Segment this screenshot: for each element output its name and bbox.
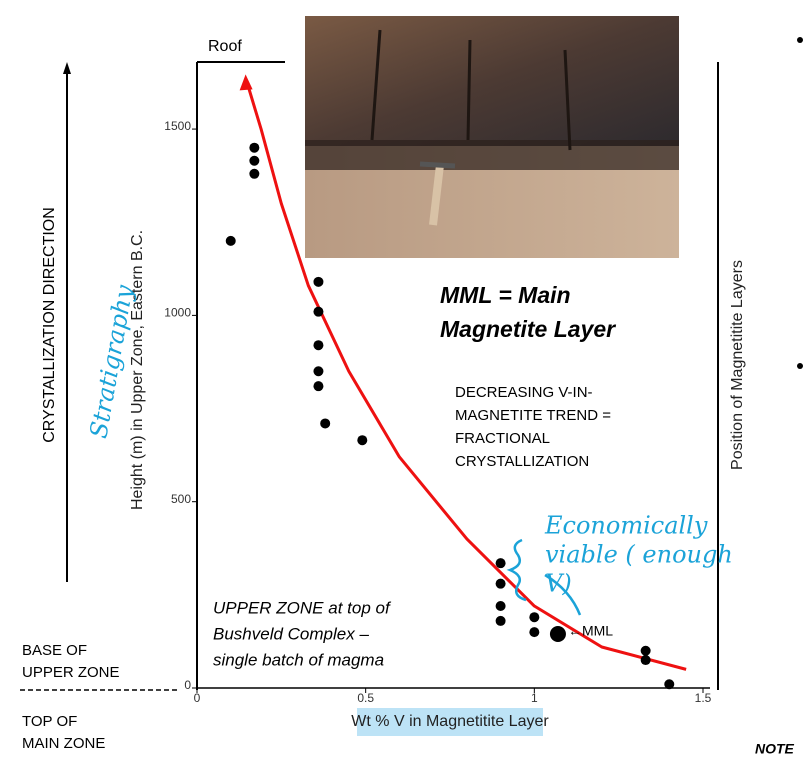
plot <box>196 61 719 690</box>
data-point <box>249 168 260 179</box>
data-point <box>225 235 236 246</box>
handwritten-arrow <box>544 573 582 616</box>
trend-arrowhead <box>239 74 253 91</box>
y-axis-label: Height (m) in Upper Zone, Eastern B.C. <box>129 230 146 510</box>
data-point <box>313 381 324 392</box>
y-tick-label: 0 <box>184 678 191 692</box>
data-point <box>529 612 540 623</box>
handwritten-brace <box>506 538 527 602</box>
direction-label: CRYSTALLIZATION DIRECTION <box>41 207 58 443</box>
mml-title: Magnetite Layer <box>440 316 616 342</box>
trend-line <box>246 83 687 671</box>
data-point <box>529 627 540 638</box>
trend-note: FRACTIONAL <box>455 430 550 447</box>
data-point <box>664 679 675 690</box>
mml-point <box>549 625 566 642</box>
data-point <box>313 306 324 317</box>
data-point <box>249 155 260 166</box>
bullet <box>797 37 803 43</box>
handwritten-note: viable ( enough <box>545 541 733 569</box>
upper-zone-note: Bushveld Complex – <box>213 624 369 643</box>
zone-label: TOP OF <box>22 713 77 730</box>
x-tick-label: 1 <box>531 691 538 705</box>
upper-zone-note: single batch of magma <box>213 650 384 669</box>
y-tick-label: 1500 <box>164 119 191 133</box>
x-tick-label: 0 <box>194 691 201 705</box>
photo <box>305 16 679 258</box>
trend-note: DECREASING V-IN- <box>455 384 593 401</box>
x-tick-label: 1.5 <box>695 691 712 705</box>
note: NOTE <box>755 741 795 757</box>
zone-label: BASE OF <box>22 642 87 659</box>
y-tick-label: 1000 <box>164 306 191 320</box>
data-point <box>249 142 260 153</box>
data-point <box>495 601 506 612</box>
data-point <box>313 340 324 351</box>
trend-note: CRYSTALLIZATION <box>455 453 589 470</box>
highlight <box>357 708 543 736</box>
data-point <box>495 558 506 569</box>
handwritten-note: Economically <box>544 512 708 540</box>
roof-label: Roof <box>208 38 242 55</box>
mml-label: ←MML <box>568 623 613 639</box>
data-point <box>495 615 506 626</box>
zone-label: MAIN ZONE <box>22 735 105 752</box>
y-tick-label: 500 <box>171 492 191 506</box>
x-axis-label: Wt % V in Magnetitite Layer <box>351 713 549 730</box>
data-point <box>357 435 368 446</box>
zone-label: UPPER ZONE <box>22 664 120 681</box>
data-point <box>495 578 506 589</box>
arrowhead <box>63 62 71 74</box>
x-tick-label: 0.5 <box>357 691 374 705</box>
data-point <box>640 655 651 666</box>
data-point <box>313 276 324 287</box>
upper-zone-note: UPPER ZONE at top of <box>213 598 392 617</box>
trend-note: MAGNETITE TREND = <box>455 407 611 424</box>
mml-title: MML = Main <box>440 282 571 308</box>
right-axis-label: Position of Magnetitite Layers <box>729 260 746 470</box>
bullet <box>797 363 803 369</box>
data-point <box>313 366 324 377</box>
data-point <box>640 645 651 656</box>
data-point <box>320 418 331 429</box>
